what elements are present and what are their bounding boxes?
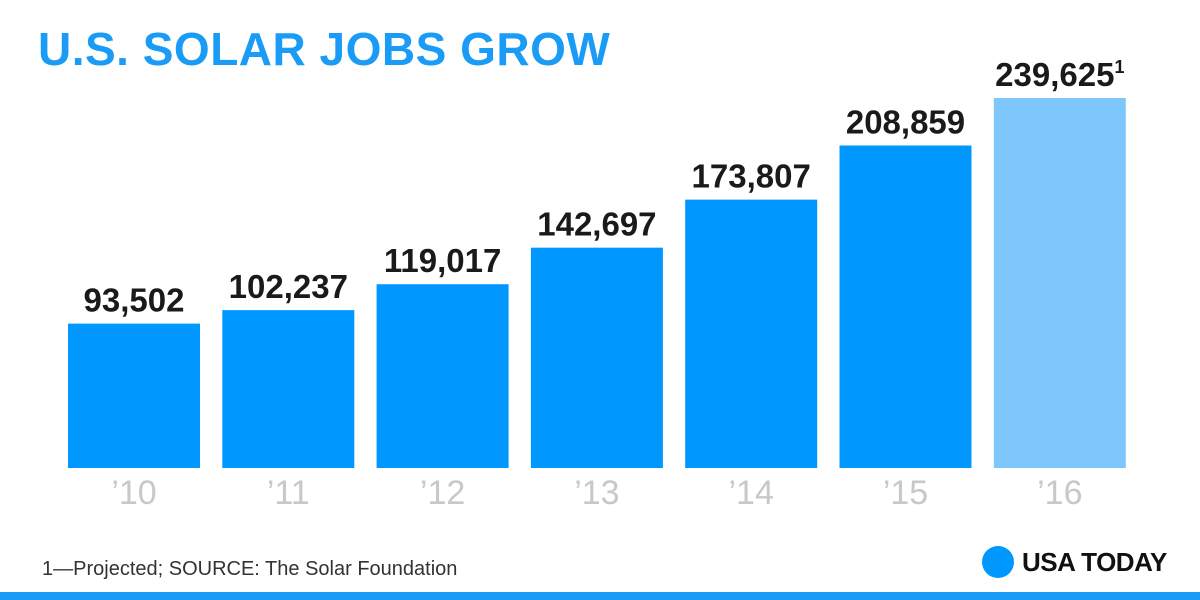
bottom-rule — [0, 592, 1200, 600]
x-tick-label-2: ’12 — [420, 474, 465, 512]
x-tick-label-3: ’13 — [574, 474, 619, 512]
value-label-5: 208,859 — [846, 104, 965, 141]
value-label-2: 119,017 — [384, 242, 501, 279]
x-tick-label-1: ’11 — [267, 474, 310, 512]
usa-today-logo: USA TODAY — [982, 546, 1167, 578]
bar-chart: 93,502 ’10 102,237 ’11 119,017 ’12 142,697 ’13 1… — [68, 56, 1126, 512]
bar-3 — [530, 247, 663, 468]
bar-6 — [993, 98, 1126, 468]
x-tick-label-6: ’16 — [1037, 474, 1082, 512]
usa-today-dot-icon — [982, 546, 1014, 578]
value-label-3: 142,697 — [537, 206, 656, 243]
chart-title: U.S. SOLAR JOBS GROW — [38, 23, 611, 75]
bar-2 — [376, 284, 509, 468]
bar-5 — [839, 145, 972, 469]
bar-1 — [222, 310, 355, 468]
bar-0 — [68, 323, 200, 468]
x-tick-label-4: ’14 — [729, 474, 774, 512]
brand-name: USA TODAY — [1022, 546, 1167, 577]
value-label-4: 173,807 — [692, 158, 811, 195]
value-label-0: 93,502 — [84, 282, 185, 319]
value-label-1: 102,237 — [229, 268, 348, 305]
x-tick-label-5: ’15 — [883, 474, 928, 512]
x-tick-label-0: ’10 — [111, 474, 156, 512]
bar-4 — [685, 199, 818, 468]
source-footnote: 1—Projected; SOURCE: The Solar Foundatio… — [42, 558, 458, 580]
value-label-6: 239,6251 — [995, 56, 1124, 93]
